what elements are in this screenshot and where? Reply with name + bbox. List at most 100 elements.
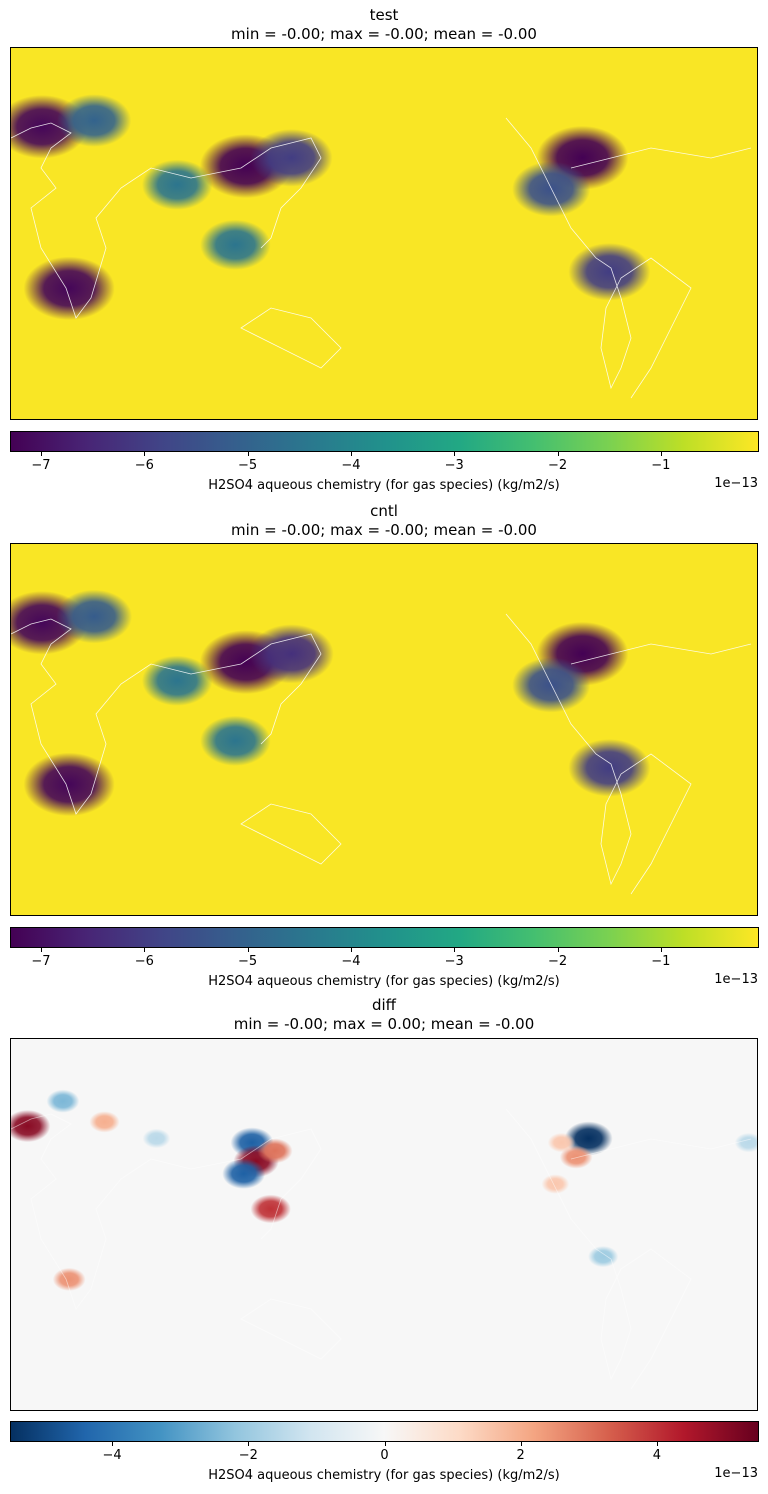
hotspot-northern-europe [46,1089,80,1113]
colorbar-tick-label: −7 [31,954,51,969]
colorbar-tick [40,452,42,456]
panel-stats: min = -0.00; max = -0.00; mean = -0.00 [231,25,537,43]
colorbar-label: H2SO4 aqueous chemistry (for gas species… [208,974,560,989]
hotspot-india [141,159,213,210]
coastline [240,803,342,865]
colorbar-tick-label: 2 [516,1448,525,1463]
hotspot-japan-korea [249,624,334,684]
panel-stats: min = -0.00; max = 0.00; mean = -0.00 [233,1015,535,1033]
hotspot-india [141,655,213,706]
colorbar-tick [454,948,456,952]
coastline [570,1138,752,1160]
hotspot-chile-peru [568,243,651,301]
colorbar [10,927,759,948]
map-background [11,48,757,419]
hotspot-north-atlantic-east [734,1132,757,1153]
colorbar-tick [520,1442,522,1446]
colorbar-tick-label: −3 [444,954,464,969]
colorbar-ticks: −7 −6 −5 −4 −3 −2 −1 [10,452,759,482]
colorbar-tick-label: −1 [651,954,671,969]
heatmap [11,1039,757,1410]
colorbar-tick [660,452,662,456]
hotspot-south-africa [23,752,115,817]
panel-cntl: cntl min = -0.00; max = -0.00; mean = -0… [0,496,768,996]
colorbar-tick-label: −4 [341,954,361,969]
colorbar-tick [656,1442,658,1446]
colorbar-tick [144,948,146,952]
hotspot-japan-korea [250,129,333,187]
hotspot-western-europe [11,1109,51,1143]
hotspot-southeast-asia [250,1194,291,1224]
colorbar-tick-label: −5 [238,458,258,473]
coastline [570,643,752,665]
panel-title: diff [371,996,397,1014]
colorbar-tick [247,948,249,952]
panel-title: cntl [370,502,398,520]
hotspot-korea [257,1138,293,1164]
colorbar-tick [350,948,352,952]
colorbar-tick [247,452,249,456]
panel-diff: diff min = -0.00; max = 0.00; mean = -0.… [0,992,768,1494]
heatmap [11,544,757,915]
colorbar-tick-label: −2 [547,954,568,969]
colorbar-offset: 1e−13 [714,972,758,987]
colorbar-tick [454,452,456,456]
hotspot-south-china [222,1158,266,1189]
coastline [240,307,342,369]
colorbar-tick-label: −1 [651,458,671,473]
colorbar-tick [350,452,352,456]
map-background [11,544,757,915]
colorbar-tick-label: −2 [547,458,568,473]
coastline [505,1108,692,1390]
coastline [505,117,692,399]
colorbar-tick-label: −6 [134,954,154,969]
hotspot-central-asia [142,1128,171,1149]
hotspot-mexico [541,1174,570,1194]
colorbar-label: H2SO4 aqueous chemistry (for gas species… [208,478,560,493]
colorbar-tick-label: −5 [238,954,258,969]
colorbar [10,1421,759,1442]
hotspot-chile-peru [568,739,651,797]
panel-test: test min = -0.00; max = -0.00; mean = -0… [0,0,768,500]
panel-title: test [369,6,399,24]
hotspot-southeast-us [559,1145,593,1169]
colorbar-tick [248,1442,250,1446]
hotspot-eastern-europe-russia [56,94,132,147]
colorbar-tick-label: −7 [31,458,51,473]
colorbar-ticks: −4 −2 0 2 4 [10,1442,759,1472]
map-plot [10,1038,758,1411]
colorbar-tick [112,1442,114,1446]
colorbar-tick [40,948,42,952]
colorbar-tick-label: −2 [238,1448,258,1463]
colorbar-label: H2SO4 aqueous chemistry (for gas species… [208,1468,560,1483]
colorbar-tick [144,452,146,456]
heatmap [11,48,757,419]
hotspot-indonesia [200,219,271,270]
hotspot-south-africa [52,1267,86,1291]
colorbar-tick-label: 0 [380,1448,389,1463]
hotspot-south-africa [23,256,115,321]
map-plot [10,47,758,420]
colorbar-tick-label: −3 [444,458,464,473]
hotspot-peru [588,1245,619,1268]
colorbar-tick-label: 4 [652,1448,661,1463]
colorbar [10,431,759,452]
colorbar-ticks: −7 −6 −5 −4 −3 −2 −1 [10,948,759,978]
colorbar-tick [660,948,662,952]
colorbar-tick [557,948,559,952]
hotspot-eastern-europe-russia [56,589,133,644]
coastline [11,122,322,319]
coastline [11,618,322,815]
colorbar-offset: 1e−13 [714,476,758,491]
colorbar-tick [557,452,559,456]
colorbar-tick-label: −4 [341,458,361,473]
map-background [11,1039,757,1410]
colorbar-tick [384,1442,386,1446]
coastline [570,147,752,169]
colorbar-tick-label: −6 [134,458,154,473]
map-plot [10,543,758,916]
hotspot-eastern-europe [89,1111,120,1133]
colorbar-offset: 1e−13 [714,1466,758,1481]
hotspot-indonesia [200,715,271,766]
coastline [11,1113,322,1310]
